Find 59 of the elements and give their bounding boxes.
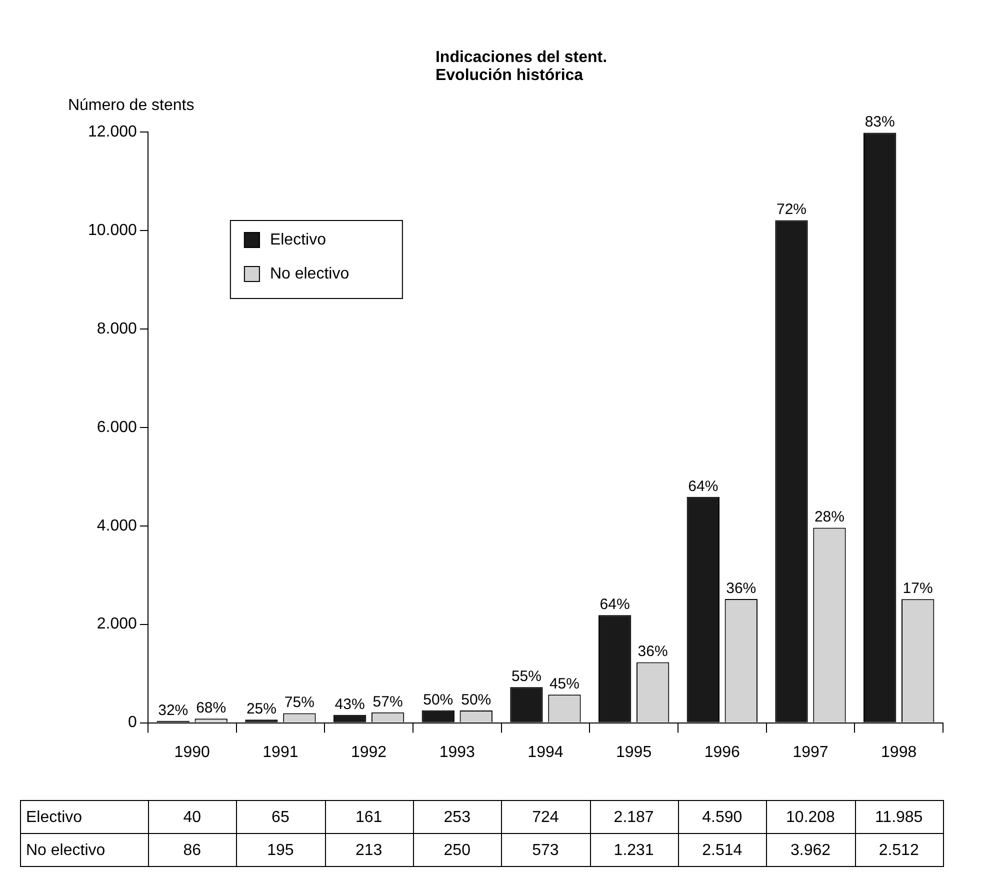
annotation: 64% (600, 596, 630, 614)
x-tick-label: 1996 (704, 744, 740, 761)
y-tick-label: 2.000 (96, 616, 138, 633)
data-label: 213 (355, 842, 382, 859)
data-label: 724 (532, 808, 559, 826)
data-label: 2.514 (702, 842, 742, 859)
annotation: 45% (549, 676, 580, 693)
x-tick-label: 1997 (792, 744, 828, 761)
data-label: 3.962 (790, 842, 831, 859)
data-label: 161 (355, 808, 382, 826)
y-tick-label: 12.000 (88, 123, 138, 140)
annotation: 43% (334, 696, 365, 713)
data-label: 195 (267, 842, 294, 859)
data-label: 1.231 (614, 842, 654, 859)
data-label: 40 (183, 808, 202, 826)
annotation: 68% (196, 700, 226, 717)
text: No electivo (26, 842, 106, 859)
legend-label: No electivo (270, 265, 350, 282)
annotation: 72% (776, 201, 807, 218)
y-tick-label: 8.000 (96, 320, 138, 338)
annotation: 50% (423, 691, 454, 708)
annotation: 64% (688, 478, 718, 495)
data-label: 573 (532, 842, 559, 859)
y-tick-label: 4.000 (96, 517, 138, 534)
data-label: 250 (444, 842, 471, 859)
x-tick-label: 1994 (528, 744, 564, 761)
chart-subtitle: Evolución histórica (435, 67, 584, 84)
annotation: 28% (814, 508, 844, 526)
legend-label: Electivo (270, 231, 326, 248)
annotation: 25% (246, 700, 276, 718)
data-label: 11.985 (874, 808, 923, 826)
data-label: 2.512 (878, 842, 919, 859)
annotation: 36% (638, 643, 668, 660)
y-tick-label: 0 (128, 714, 138, 732)
annotation: 83% (864, 114, 895, 131)
chart-title: Indicaciones del stent. (435, 49, 608, 66)
data-label: 10.208 (786, 808, 836, 826)
x-tick-label: 1992 (350, 744, 387, 761)
x-tick-label: 1990 (174, 744, 210, 761)
annotation: 32% (158, 702, 188, 719)
data-label: 253 (444, 808, 471, 826)
x-tick-label: 1995 (616, 744, 652, 761)
annotation: 36% (726, 580, 756, 598)
annotation: 17% (902, 580, 933, 598)
y-tick-label: 10.000 (88, 222, 138, 239)
y-axis-title: Número de stents (68, 97, 194, 114)
data-label: 86 (183, 842, 202, 859)
y-tick-label: 6.000 (96, 418, 138, 436)
x-tick-label: 1998 (881, 744, 917, 761)
annotation: 50% (461, 691, 492, 708)
annotation: 57% (372, 693, 403, 710)
annotation: 55% (511, 668, 542, 686)
data-label: 4.590 (702, 808, 742, 826)
x-tick-label: 1991 (262, 744, 298, 761)
x-tick-label: 1993 (439, 744, 476, 761)
data-label: 2.187 (614, 808, 654, 826)
annotation: 75% (284, 694, 314, 712)
text: Electivo (26, 808, 82, 826)
data-label: 65 (272, 808, 290, 826)
